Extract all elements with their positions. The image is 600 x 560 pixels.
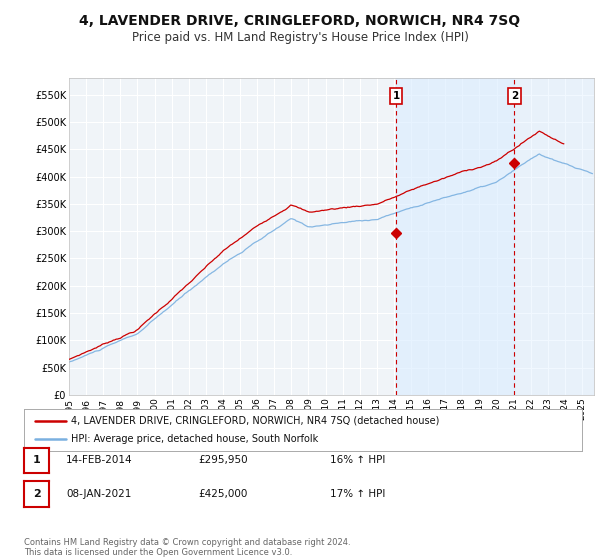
Text: Price paid vs. HM Land Registry's House Price Index (HPI): Price paid vs. HM Land Registry's House …	[131, 31, 469, 44]
Text: 16% ↑ HPI: 16% ↑ HPI	[330, 455, 385, 465]
Text: £295,950: £295,950	[198, 455, 248, 465]
Text: 2: 2	[511, 91, 518, 101]
Text: 4, LAVENDER DRIVE, CRINGLEFORD, NORWICH, NR4 7SQ (detached house): 4, LAVENDER DRIVE, CRINGLEFORD, NORWICH,…	[71, 416, 440, 426]
Text: Contains HM Land Registry data © Crown copyright and database right 2024.
This d: Contains HM Land Registry data © Crown c…	[24, 538, 350, 557]
Text: 2: 2	[33, 489, 40, 499]
Text: HPI: Average price, detached house, South Norfolk: HPI: Average price, detached house, Sout…	[71, 434, 319, 444]
Text: 08-JAN-2021: 08-JAN-2021	[66, 489, 131, 499]
Text: £425,000: £425,000	[198, 489, 247, 499]
Text: 4, LAVENDER DRIVE, CRINGLEFORD, NORWICH, NR4 7SQ: 4, LAVENDER DRIVE, CRINGLEFORD, NORWICH,…	[79, 14, 521, 28]
Bar	[396, 78, 514, 395]
Text: 17% ↑ HPI: 17% ↑ HPI	[330, 489, 385, 499]
Text: 1: 1	[33, 455, 40, 465]
Bar	[514, 78, 594, 395]
Text: 1: 1	[392, 91, 400, 101]
Text: 14-FEB-2014: 14-FEB-2014	[66, 455, 133, 465]
